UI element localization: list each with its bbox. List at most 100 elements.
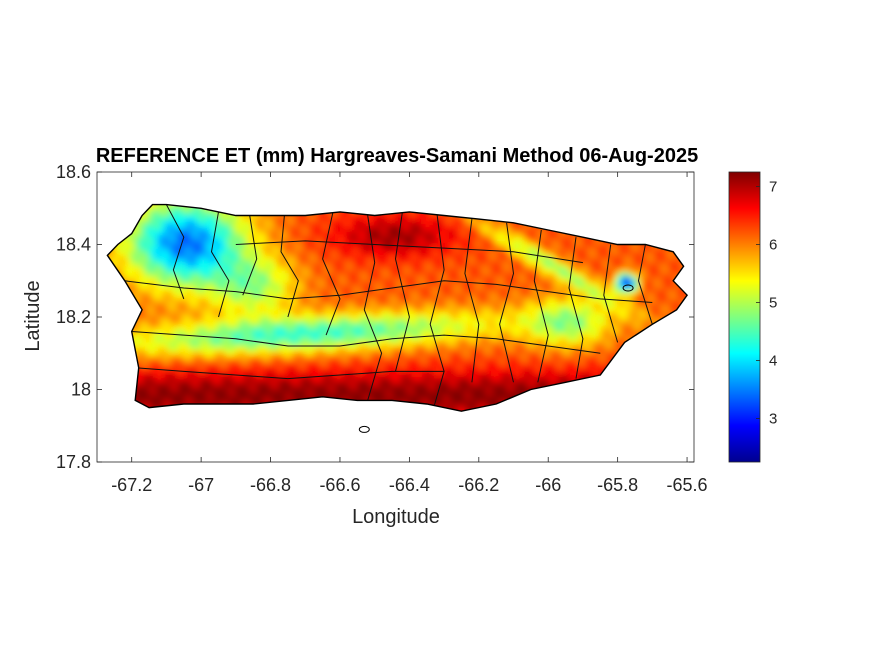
et-cell (246, 311, 252, 317)
et-cell (405, 328, 411, 334)
et-cell (467, 363, 473, 369)
et-cell (176, 346, 182, 352)
et-cell (167, 363, 173, 369)
et-cell (176, 359, 182, 365)
et-cell (346, 311, 352, 317)
et-cell (455, 215, 461, 221)
et-cell (313, 315, 319, 321)
et-cell (471, 332, 477, 339)
et-cell (409, 376, 415, 382)
et-cell (226, 398, 232, 404)
et-cell (197, 254, 202, 260)
et-cell (426, 367, 431, 373)
et-cell (442, 293, 448, 299)
et-cell (159, 204, 165, 208)
et-cell (167, 206, 173, 212)
et-cell (459, 354, 465, 360)
et-cell (363, 380, 369, 386)
et-cell (242, 354, 248, 360)
et-cell (147, 254, 152, 260)
et-cell (359, 285, 365, 291)
et-cell (217, 332, 223, 339)
et-cell (267, 267, 273, 273)
et-cell (409, 337, 415, 343)
et-cell (451, 324, 456, 330)
et-cell (159, 324, 165, 330)
et-cell (176, 350, 182, 356)
et-cell (246, 367, 252, 373)
et-cell (167, 380, 173, 386)
et-cell (276, 385, 282, 391)
et-cell (151, 224, 157, 230)
et-cell (471, 372, 477, 378)
et-cell (313, 298, 319, 304)
et-cell (351, 363, 357, 369)
et-cell (142, 250, 148, 256)
et-cell (197, 215, 202, 221)
et-cell (317, 250, 323, 256)
et-cell (288, 324, 294, 330)
et-cell (176, 393, 182, 399)
et-cell (263, 393, 269, 399)
et-cell (409, 359, 415, 365)
et-cell (455, 293, 461, 299)
et-cell (426, 267, 431, 273)
et-cell (330, 363, 336, 369)
et-cell (363, 306, 369, 312)
et-cell (330, 376, 336, 382)
et-cell (301, 276, 307, 282)
et-cell (138, 376, 144, 382)
et-cell (421, 254, 427, 260)
et-cell (467, 315, 473, 321)
et-cell (355, 237, 361, 243)
et-cell (321, 341, 327, 347)
et-cell (467, 380, 473, 386)
et-cell (151, 280, 157, 286)
et-cell (292, 393, 298, 399)
et-cell (413, 293, 419, 299)
et-cell (251, 302, 257, 308)
et-cell (172, 341, 177, 347)
et-cell (263, 241, 269, 247)
et-cell (296, 328, 302, 334)
et-cell (471, 398, 477, 404)
et-cell (363, 324, 369, 330)
et-cell (463, 319, 469, 326)
et-cell (305, 328, 311, 334)
et-cell (296, 289, 302, 295)
et-cell (163, 254, 169, 260)
et-cell (255, 372, 261, 378)
et-cell (234, 385, 240, 391)
et-cell (122, 267, 127, 273)
et-cell (138, 250, 144, 256)
et-cell (459, 280, 465, 286)
et-cell (217, 228, 223, 234)
et-cell (113, 259, 119, 265)
et-cell (438, 341, 444, 347)
et-cell (213, 289, 219, 295)
et-cell (163, 215, 169, 221)
et-cell (301, 341, 307, 347)
et-cell (155, 224, 161, 230)
et-cell (276, 289, 282, 295)
et-cell (413, 393, 419, 399)
et-cell (430, 224, 436, 230)
et-cell (455, 237, 461, 243)
et-cell (405, 232, 411, 239)
et-cell (238, 367, 244, 373)
et-cell (355, 289, 361, 295)
et-cell (192, 263, 198, 269)
et-cell (342, 328, 348, 334)
et-cell (238, 315, 244, 321)
et-cell (317, 289, 323, 295)
et-cell (442, 380, 448, 386)
et-cell (313, 311, 319, 317)
et-cell (392, 293, 398, 299)
et-cell (459, 302, 465, 308)
et-cell (138, 341, 144, 347)
et-cell (288, 363, 294, 369)
et-cell (313, 302, 319, 308)
et-cell (463, 272, 469, 278)
et-cell (392, 263, 398, 269)
et-cell (234, 376, 240, 382)
